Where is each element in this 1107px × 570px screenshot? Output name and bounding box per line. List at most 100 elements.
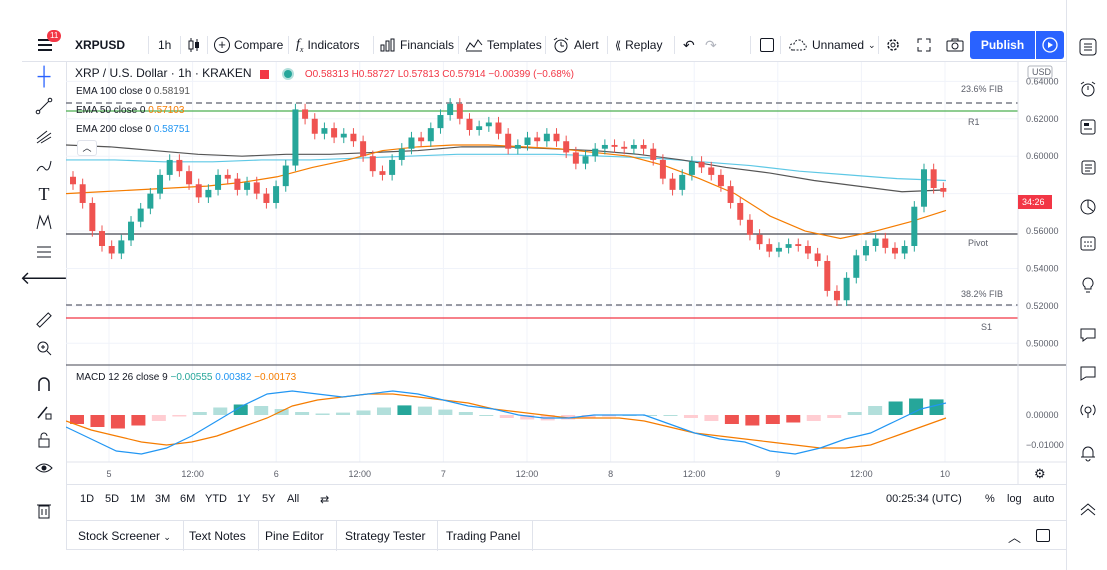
pattern-tool[interactable] [22,208,66,236]
collapse-panel-button[interactable]: ︿ [1008,527,1021,546]
lightbulb-icon [1082,277,1093,293]
goto-date-button[interactable]: ⇄ [320,493,329,506]
candle-body [292,109,299,166]
publish-play-button[interactable] [1036,31,1064,59]
ema200-legend[interactable]: EMA 200 close 0 0.58751 [76,124,190,135]
stay-drawing-tool[interactable] [22,398,66,426]
tab-trading-panel[interactable]: Trading Panel [434,521,534,551]
zoom-tool[interactable] [22,334,66,362]
text-tool[interactable]: T [22,180,66,208]
alert-button[interactable]: Alert [552,34,599,56]
ema100-legend[interactable]: EMA 100 close 0 0.58191 [76,86,190,97]
tab-text-notes[interactable]: Text Notes [177,521,259,551]
legend-title[interactable]: XRP / U.S. Dollar · 1h · KRAKEN [75,66,252,80]
utc-clock[interactable]: 00:25:34 (UTC) [886,493,962,505]
candle-body [311,118,318,134]
range-button-1m[interactable]: 1M [130,493,146,505]
interval-button[interactable]: 1h [158,38,172,52]
fullscreen-button[interactable] [917,34,931,56]
candle-body [70,176,76,185]
candle-body [775,247,782,252]
range-button-3m[interactable]: 3M [155,493,171,505]
back-button[interactable]: 🡐 [20,264,68,292]
chats-button[interactable] [1067,320,1107,350]
templates-button[interactable]: Templates [465,34,542,56]
s1-label: S1 [981,322,992,332]
measure-tool[interactable] [22,306,66,334]
range-button-1d[interactable]: 1D [80,493,95,505]
alerts-button[interactable] [1067,74,1107,104]
range-button-5d[interactable]: 5D [105,493,120,505]
hotlist-button[interactable] [1067,152,1107,182]
brush-tool[interactable] [22,152,66,180]
data-window-button[interactable] [1067,112,1107,142]
trendline-tool[interactable] [22,92,66,120]
collapse-sidebar-button[interactable] [1067,494,1107,524]
candle-body [418,137,425,142]
bell-icon [1080,446,1095,462]
replay-button[interactable]: ⟪ Replay [615,38,663,52]
percent-toggle[interactable]: % [985,493,995,505]
candle-body [505,133,512,149]
streams-button[interactable] [1067,396,1107,426]
candle-body [882,238,889,248]
tab-strategy-tester[interactable]: Strategy Tester [333,521,439,551]
settings-button[interactable] [885,34,901,56]
legend-high: H0.58727 [351,69,395,80]
range-button-ytd[interactable]: YTD [205,493,227,505]
ideas-button[interactable] [1067,270,1107,300]
screenshot-button[interactable] [946,34,964,56]
remove-drawings-tool[interactable] [22,496,66,524]
compare-button[interactable]: + Compare [214,34,283,56]
timer-button[interactable] [1067,192,1107,222]
range-button-5y[interactable]: 5Y [262,493,276,505]
candle-body [389,159,396,175]
macd-legend[interactable]: MACD 12 26 close 9 −0.00555 0.00382 −0.0… [76,372,297,383]
macd-histogram-bar [704,415,719,421]
menu-button[interactable]: 11 [36,30,62,56]
messages-button[interactable] [1067,358,1107,388]
collapse-legend-button[interactable]: ︿ [77,140,97,156]
financials-button[interactable]: Financials [380,34,454,56]
chart-area[interactable]: 23.6% FIB R1 Pivot 38.2% FIB S1 0.00000 −… [66,62,1066,484]
macd-histogram-bar [888,401,903,415]
candle-body [862,246,869,256]
lock-tool[interactable] [22,426,66,454]
currency-label: USD [1032,67,1052,77]
maximize-panel-button[interactable] [1036,529,1050,542]
calendar-button[interactable] [1067,228,1107,258]
candle-body [350,133,357,142]
prediction-tool[interactable] [22,238,66,266]
layout-name-button[interactable]: Unnamed ⌄ [788,34,876,56]
top-toolbar: 11 XRPUSD 1h + Compare fx Indicators Fin… [0,0,1066,62]
candle-body [234,178,241,190]
square-icon [760,38,774,52]
log-toggle[interactable]: log [1007,493,1022,505]
candle-body [89,202,96,232]
fx-icon: fx [296,36,304,54]
tab-stock-screener[interactable]: Stock Screener ⌄ [66,521,184,551]
visibility-tool[interactable] [22,454,66,482]
redo-button[interactable]: ↷ [705,34,717,56]
select-layout-button[interactable] [760,34,774,56]
undo-button[interactable]: ↶ [683,34,695,56]
fib-icon [36,130,52,144]
magnet-tool[interactable] [22,370,66,398]
range-button-all[interactable]: All [287,493,300,505]
ema50-legend[interactable]: EMA 50 close 0 0.57103 [76,105,185,116]
publish-button[interactable]: Publish [970,31,1035,59]
crosshair-tool[interactable]: ┼ [22,62,66,90]
fib-tool[interactable] [22,122,66,150]
tab-pine-editor[interactable]: Pine Editor [253,521,337,551]
range-button-1y[interactable]: 1Y [237,493,251,505]
indicators-button[interactable]: fx Indicators [296,36,360,54]
chart-type-button[interactable] [187,34,201,56]
trendline-icon [35,97,53,115]
watchlist-button[interactable] [1067,32,1107,62]
macd-histogram-bar [847,412,862,415]
notifications-button[interactable] [1067,438,1107,468]
auto-toggle[interactable]: auto [1033,493,1055,505]
range-button-6m[interactable]: 6M [180,493,196,505]
macd-histogram-bar [765,415,780,424]
symbol-search[interactable]: XRPUSD [75,38,126,52]
